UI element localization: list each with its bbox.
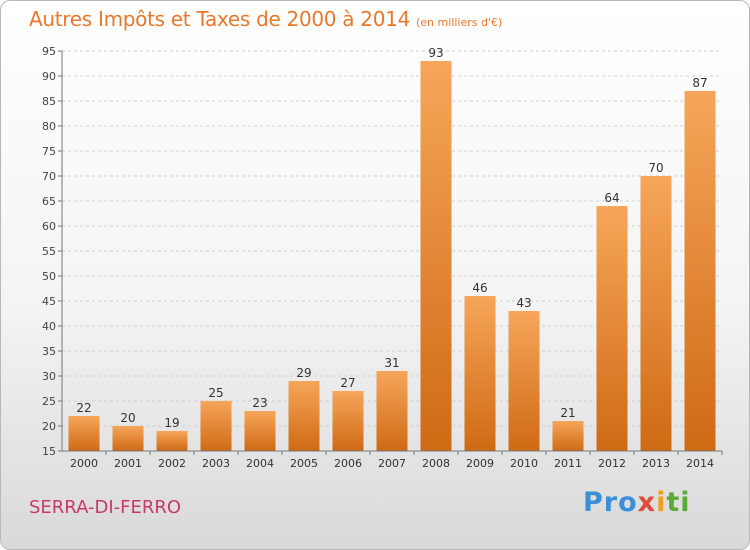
y-tick-label: 30 (42, 370, 56, 383)
x-tick-label: 2011 (554, 457, 582, 470)
bar-2000 (68, 416, 100, 451)
bar-2009 (464, 296, 496, 451)
x-tick-label: 2003 (202, 457, 230, 470)
bar-2004 (244, 411, 276, 451)
bar-2013 (640, 176, 672, 451)
axes-layer: 15 20 25 30 35 40 45 50 55 60 65 70 75 80 85 90 95 (42, 45, 723, 458)
x-tick-label: 2008 (422, 457, 450, 470)
y-tick-label: 20 (42, 420, 56, 433)
x-tick-label: 2014 (686, 457, 714, 470)
logo-part-3: i (656, 487, 667, 518)
labels-layer: 2000 22 2001 20 2002 19 2003 25 2004 23 2005 29 2006… (70, 46, 714, 470)
bar-value-label: 19 (164, 416, 179, 430)
bar-value-label: 21 (560, 406, 575, 420)
x-tick-label: 2001 (114, 457, 142, 470)
bar-2006 (332, 391, 364, 451)
y-tick-label: 60 (42, 220, 56, 233)
bar-value-label: 20 (120, 411, 135, 425)
bar-value-label: 43 (516, 296, 531, 310)
bar-value-label: 70 (648, 161, 663, 175)
chart-title-text: Autres Impôts et Taxes de 2000 à 2014 (29, 7, 410, 31)
logo-part-4: ti (666, 487, 691, 518)
bar-value-label: 64 (604, 191, 619, 205)
y-tick-label: 70 (42, 170, 56, 183)
logo-part-1: Pro (583, 487, 638, 518)
bar-2010 (508, 311, 540, 451)
y-tick-label: 80 (42, 120, 56, 133)
bar-value-label: 93 (428, 46, 443, 60)
bar-2008 (420, 61, 452, 451)
bar-2007 (376, 371, 408, 451)
y-tick-label: 95 (42, 45, 56, 58)
bar-value-label: 87 (692, 76, 707, 90)
x-tick-label: 2002 (158, 457, 186, 470)
y-tick-label: 55 (42, 245, 56, 258)
bar-value-label: 27 (340, 376, 355, 390)
bar-2005 (288, 381, 320, 451)
bar-2001 (112, 426, 144, 451)
x-tick-label: 2000 (70, 457, 98, 470)
bar-2011 (552, 421, 584, 451)
y-tick-label: 65 (42, 195, 56, 208)
y-tick-label: 85 (42, 95, 56, 108)
y-tick-label: 15 (42, 445, 56, 458)
bar-value-label: 23 (252, 396, 267, 410)
logo-part-2: x (637, 487, 657, 518)
y-tick-label: 25 (42, 395, 56, 408)
bar-value-label: 25 (208, 386, 223, 400)
bar-2012 (596, 206, 628, 451)
y-tick-label: 75 (42, 145, 56, 158)
y-tick-label: 90 (42, 70, 56, 83)
chart-title: Autres Impôts et Taxes de 2000 à 2014 (en… (29, 7, 502, 31)
bar-value-label: 46 (472, 281, 487, 295)
bar-value-label: 31 (384, 356, 399, 370)
bar-2014 (684, 91, 716, 451)
proxiti-logo[interactable]: Proxiti (583, 487, 691, 518)
x-tick-label: 2009 (466, 457, 494, 470)
x-tick-label: 2012 (598, 457, 626, 470)
bars-layer (68, 61, 716, 451)
x-tick-label: 2013 (642, 457, 670, 470)
bar-value-label: 29 (296, 366, 311, 380)
x-tick-label: 2004 (246, 457, 274, 470)
commune-name: SERRA-DI-FERRO (29, 497, 182, 518)
bar-2002 (156, 431, 188, 451)
bar-value-label: 22 (76, 401, 91, 415)
x-tick-label: 2005 (290, 457, 318, 470)
chart-subtitle: (en milliers d'€) (416, 16, 503, 29)
x-tick-label: 2006 (334, 457, 362, 470)
y-tick-label: 35 (42, 345, 56, 358)
y-tick-label: 40 (42, 320, 56, 333)
y-tick-label: 45 (42, 295, 56, 308)
x-tick-label: 2010 (510, 457, 538, 470)
x-tick-label: 2007 (378, 457, 406, 470)
y-tick-label: 50 (42, 270, 56, 283)
bar-2003 (200, 401, 232, 451)
